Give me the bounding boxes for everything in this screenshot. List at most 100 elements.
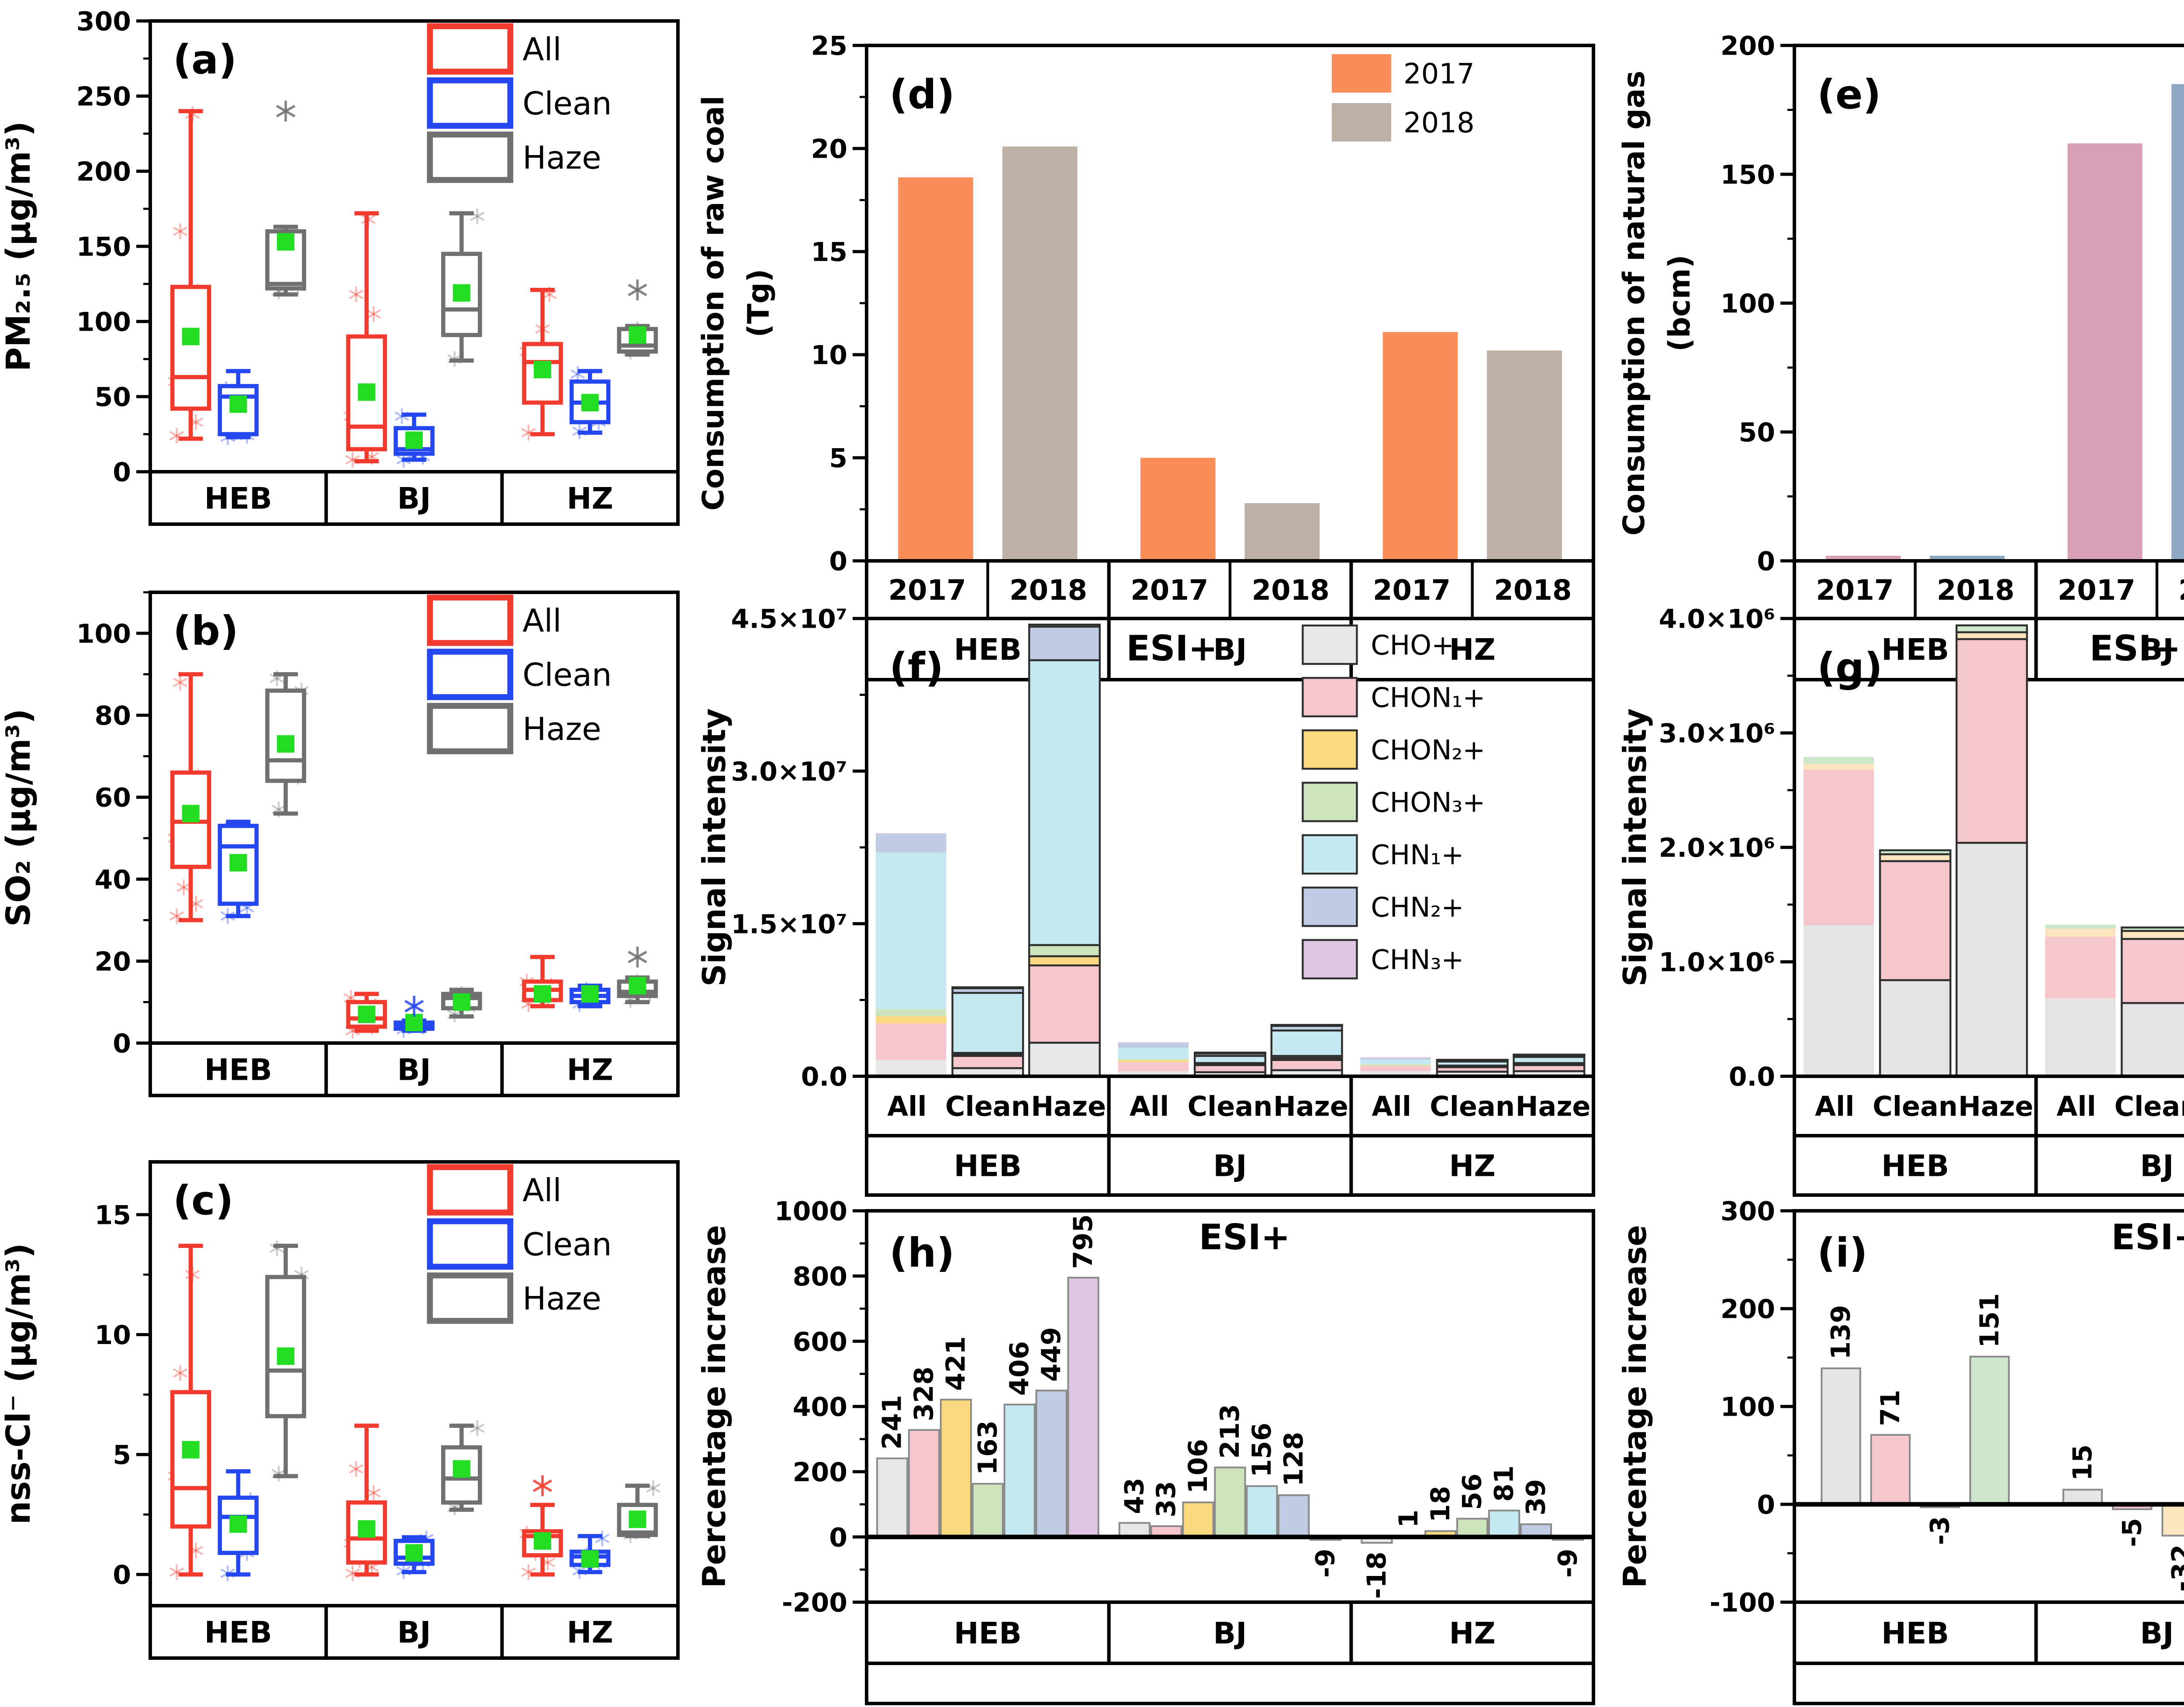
star-marker: [521, 1567, 536, 1577]
star-marker: [345, 455, 360, 465]
legend-swatch: [1302, 834, 1358, 875]
bar-value-label: 213: [1215, 1404, 1245, 1458]
legend-label: All: [522, 1172, 561, 1209]
group-label: BJ: [2140, 1149, 2174, 1183]
bar: [1244, 503, 1320, 561]
stack-segment: [2121, 1002, 2184, 1078]
legend-swatch: [1302, 939, 1358, 980]
stack-segment: [1803, 764, 1874, 770]
group-label-row: [149, 470, 680, 526]
group-label: BJ: [1213, 632, 1247, 667]
legend-swatch: [1331, 54, 1391, 93]
y-tick-label: 40: [95, 864, 131, 895]
bar-value-label: 43: [1119, 1478, 1150, 1514]
bar: [1067, 1277, 1099, 1538]
stack-segment: [1194, 1051, 1266, 1055]
y-tick-label: 200: [1721, 31, 1775, 62]
bar: [1182, 1501, 1214, 1538]
group-label: HZ: [567, 481, 613, 516]
panel-letter: (e): [1817, 71, 1881, 118]
condition-label: Clean: [945, 1090, 1030, 1122]
bar-value: 406: [1004, 1341, 1035, 1396]
stack-segment: [1879, 860, 1952, 981]
condition-label: Clean: [1430, 1090, 1515, 1122]
legend-swatch: [1302, 677, 1358, 718]
stack-segment: [1803, 925, 1874, 1076]
bar: [1826, 556, 1901, 561]
y-axis-title: Signal intensity: [696, 708, 733, 987]
stack-segment: [1360, 1066, 1431, 1071]
panel-letter: (f): [889, 644, 943, 691]
legend-label: Clean: [522, 657, 612, 693]
bar-value-label: 163: [972, 1420, 1003, 1475]
esi-annotation: ESI+: [1126, 628, 1217, 669]
bar-value-label: 56: [1457, 1473, 1488, 1510]
legend-label: CHN₂+: [1371, 891, 1464, 923]
group-label: HEB: [954, 1616, 1022, 1651]
condition-label: Haze: [1273, 1090, 1348, 1122]
y-axis-title: Consumption of raw coal: [696, 96, 731, 511]
bar: [1870, 1434, 1911, 1506]
y-tick-label: 60: [95, 783, 131, 813]
mean-marker: [581, 394, 599, 411]
stack-segment: [2045, 929, 2116, 937]
legend-swatch: [427, 23, 514, 75]
bar-value-label: 71: [1875, 1389, 1906, 1426]
bar-value-label: 39: [1521, 1479, 1551, 1516]
condition-label: All: [887, 1090, 926, 1122]
bar-value-label: 328: [909, 1367, 940, 1421]
stack-segment: [1118, 1043, 1189, 1048]
y-tick-label: 0.0: [1729, 1062, 1775, 1092]
mean-marker: [182, 328, 200, 346]
bar-value: 328: [909, 1367, 940, 1421]
group-label-row: [1793, 1134, 2184, 1197]
stack-segment: [1028, 964, 1101, 1044]
bar: [971, 1482, 1004, 1538]
legend-swatch: [427, 77, 514, 129]
y-axis-title-unit: (Tg): [742, 269, 776, 337]
group-label: HEB: [1881, 1149, 1949, 1183]
y-tick-label: 5: [829, 443, 847, 474]
stack-segment: [2045, 924, 2116, 929]
sub-label: 2018: [1252, 574, 1330, 607]
box: [170, 285, 211, 411]
mean-marker: [405, 431, 423, 449]
y-tick-label: 100: [76, 307, 131, 338]
y-tick-label: 15: [95, 1200, 131, 1230]
star-marker: [366, 309, 381, 319]
star-marker: [173, 1368, 188, 1378]
legend-label: 2017: [1403, 58, 1475, 90]
y-axis-title: nss-Cl⁻ (µg/m³): [0, 1243, 38, 1525]
y-tick-label: 50: [95, 382, 131, 413]
bar-value-label: 81: [1489, 1465, 1520, 1502]
star-marker: [570, 369, 585, 379]
group-label: BJ: [2140, 632, 2174, 667]
bar: [908, 1429, 940, 1538]
bar: [940, 1399, 972, 1538]
condition-label: Clean: [1188, 1090, 1273, 1122]
mean-marker: [629, 977, 646, 995]
stack-segment: [1118, 1071, 1189, 1076]
stack-segment: [1956, 631, 2028, 640]
bar-value: 139: [1826, 1305, 1856, 1359]
bar: [1003, 1403, 1036, 1538]
y-axis-title: Percentage increase: [696, 1225, 733, 1588]
mean-marker: [277, 735, 295, 753]
y-tick-label: 0: [829, 546, 847, 577]
y-tick-label: 1.5×10⁷: [731, 909, 847, 940]
y-axis-title: PM₂.₅ (µg/m³): [0, 121, 38, 371]
legend-label: CHON₂+: [1371, 734, 1485, 766]
bar-value: 81: [1489, 1465, 1520, 1502]
y-tick-label: 100: [1721, 1392, 1775, 1423]
bar: [2171, 84, 2184, 561]
y-tick-label: 15: [811, 237, 848, 268]
y-tick-label: 800: [793, 1261, 847, 1292]
bar-value: -9: [1310, 1548, 1341, 1578]
y-tick-label: 25: [811, 31, 848, 62]
y-axis-title: Consumption of natural gas: [1617, 71, 1652, 536]
star-marker: [173, 677, 188, 688]
bar: [1487, 350, 1562, 561]
sub-label: 2017: [1130, 574, 1208, 607]
group-label: HZ: [1449, 1149, 1496, 1183]
stack-segment: [1436, 1059, 1509, 1062]
